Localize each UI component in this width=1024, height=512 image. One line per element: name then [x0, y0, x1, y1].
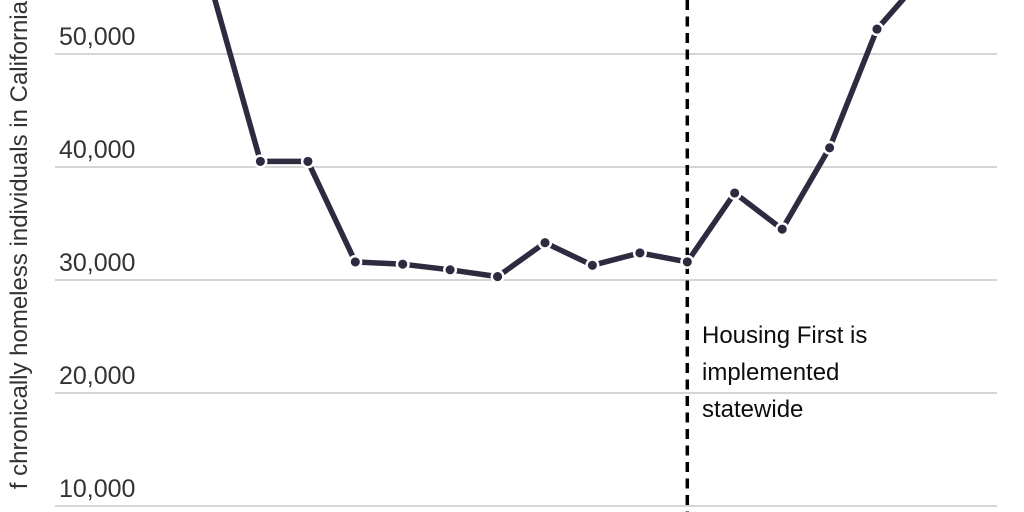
data-point [727, 185, 742, 201]
data-point [537, 235, 553, 250]
data-point [300, 154, 315, 169]
y-tick-label: 50,000 [59, 23, 136, 51]
data-line [212, 0, 907, 280]
gridlines [55, 53, 997, 507]
data-point [490, 269, 505, 284]
data-point [253, 154, 268, 169]
y-tick-label: 30,000 [59, 249, 136, 277]
data-point [348, 254, 363, 269]
event-annotation-text: Housing First is implemented statewide [702, 322, 868, 423]
data-point [632, 245, 647, 260]
y-tick-label: 40,000 [59, 136, 136, 164]
data-point [585, 258, 600, 273]
data-points [212, 0, 885, 284]
y-tick-label: 20,000 [59, 362, 136, 390]
data-polyline [212, 0, 907, 280]
y-tick-label: 10,000 [59, 475, 136, 503]
data-point [443, 262, 458, 277]
data-point [822, 140, 837, 155]
data-point [869, 22, 885, 37]
data-point [775, 222, 790, 237]
data-point [680, 254, 695, 269]
y-axis-title: f chronically homeless individuals in Ca… [6, 1, 33, 490]
data-point [395, 257, 410, 272]
